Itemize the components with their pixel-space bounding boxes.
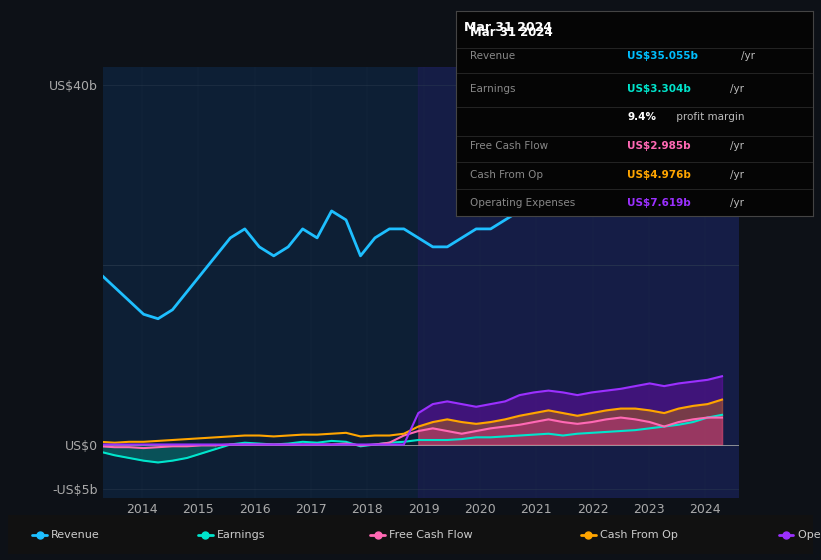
Text: /yr: /yr bbox=[730, 84, 744, 94]
Text: Revenue: Revenue bbox=[51, 530, 99, 540]
Text: /yr: /yr bbox=[741, 51, 755, 61]
Text: US$35.055b: US$35.055b bbox=[627, 51, 698, 61]
Text: US$2.985b: US$2.985b bbox=[627, 141, 690, 151]
Text: Cash From Op: Cash From Op bbox=[599, 530, 677, 540]
Text: Mar 31 2024: Mar 31 2024 bbox=[464, 21, 552, 34]
Bar bbox=[419, 67, 750, 498]
Text: Free Cash Flow: Free Cash Flow bbox=[470, 141, 548, 151]
Text: /yr: /yr bbox=[730, 198, 744, 208]
Text: US$4.976b: US$4.976b bbox=[627, 170, 691, 180]
Text: Mar 31 2024: Mar 31 2024 bbox=[470, 26, 553, 39]
Text: Earnings: Earnings bbox=[470, 84, 516, 94]
Text: US$3.304b: US$3.304b bbox=[627, 84, 691, 94]
Text: Operating Expenses: Operating Expenses bbox=[470, 198, 576, 208]
Text: Operating Expenses: Operating Expenses bbox=[797, 530, 821, 540]
Text: Cash From Op: Cash From Op bbox=[470, 170, 543, 180]
Text: /yr: /yr bbox=[730, 141, 744, 151]
Text: profit margin: profit margin bbox=[672, 113, 745, 123]
Text: Revenue: Revenue bbox=[470, 51, 515, 61]
Text: Earnings: Earnings bbox=[217, 530, 265, 540]
Text: Free Cash Flow: Free Cash Flow bbox=[389, 530, 472, 540]
Text: US$7.619b: US$7.619b bbox=[627, 198, 690, 208]
Text: /yr: /yr bbox=[730, 170, 744, 180]
Text: 9.4%: 9.4% bbox=[627, 113, 656, 123]
